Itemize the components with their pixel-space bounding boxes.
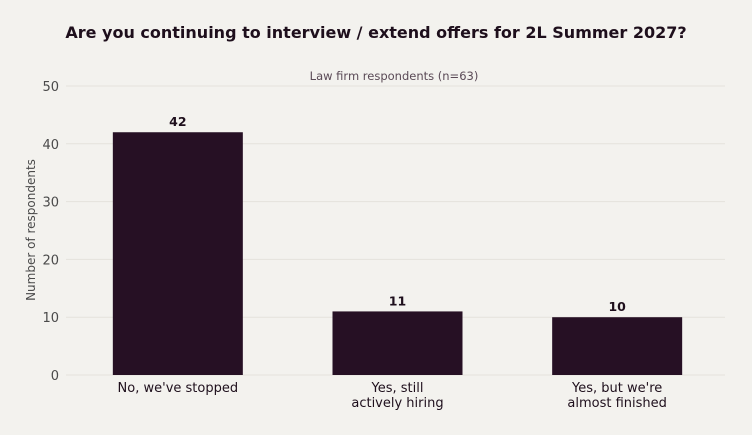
y-tick-labels: 0 10 20 30 40 50: [42, 80, 59, 384]
y-tick-label: 40: [42, 138, 59, 153]
chart-subtitle: Law firm respondents (n=63): [310, 69, 479, 83]
data-label: 10: [608, 299, 626, 314]
data-labels: 42 11 10: [169, 114, 626, 314]
bar: [112, 132, 243, 375]
x-tick-label: No, we've stopped: [118, 381, 239, 396]
y-axis-label: Number of respondents: [24, 159, 38, 301]
chart-title: Are you continuing to interview / extend…: [65, 23, 686, 42]
y-tick-label: 10: [42, 311, 59, 326]
x-tick-label: Yes, but we're almost finished: [567, 381, 667, 411]
y-tick-label: 20: [42, 253, 59, 268]
y-tick-label: 50: [42, 80, 59, 95]
bars: [112, 132, 683, 375]
data-label: 42: [169, 114, 186, 129]
bar: [332, 311, 463, 375]
x-tick-labels: No, we've stopped Yes, still actively hiri…: [118, 381, 667, 411]
y-tick-label: 30: [42, 196, 59, 211]
bar: [552, 317, 683, 375]
x-tick-label: Yes, still actively hiring: [351, 381, 443, 411]
data-label: 11: [389, 293, 406, 308]
y-tick-label: 0: [51, 369, 59, 384]
